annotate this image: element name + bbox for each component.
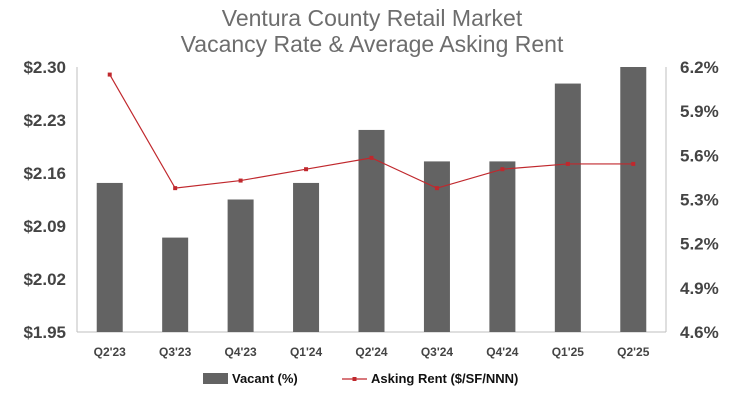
asking-rent-point (500, 167, 505, 172)
legend-label-asking-rent: Asking Rent ($/SF/NNN) (371, 371, 518, 386)
legend-label-vacant: Vacant (%) (232, 371, 298, 386)
bar (358, 129, 385, 332)
right-tick-label: 5.3% (680, 191, 719, 210)
left-tick-label: $2.23 (23, 111, 66, 130)
asking-rent-point (304, 167, 309, 172)
left-tick-label: $2.09 (23, 217, 66, 236)
asking-rent-point (173, 186, 178, 191)
bar (554, 83, 581, 332)
category-label: Q3'23 (159, 345, 192, 359)
asking-rent-point (238, 178, 243, 183)
chart-title-line-1: Ventura County Retail Market (221, 5, 523, 31)
bar (162, 237, 189, 332)
asking-rent-point (369, 155, 374, 160)
asking-rent-point (434, 186, 439, 191)
right-tick-label: 6.2% (680, 58, 719, 77)
legend-marker-asking-rent (352, 377, 357, 381)
left-tick-label: $1.95 (23, 323, 66, 342)
bar (489, 161, 516, 332)
category-label: Q1'24 (290, 345, 323, 359)
left-tick-label: $2.16 (23, 164, 66, 183)
right-tick-label: 5.2% (680, 235, 719, 254)
legend-swatch-vacant (203, 373, 228, 384)
right-tick-label: 5.6% (680, 146, 719, 165)
bar (293, 182, 320, 332)
chart-title-line-2: Vacancy Rate & Average Asking Rent (180, 31, 564, 57)
bar (96, 182, 123, 332)
left-tick-label: $2.30 (23, 58, 66, 77)
left-tick-label: $2.02 (23, 270, 66, 289)
asking-rent-point (631, 161, 636, 166)
category-label: Q1'25 (552, 345, 585, 359)
bar (620, 67, 647, 332)
category-label: Q4'24 (486, 345, 519, 359)
bar (227, 199, 254, 332)
right-tick-label: 4.9% (680, 279, 719, 298)
category-label: Q3'24 (421, 345, 454, 359)
right-tick-label: 4.6% (680, 323, 719, 342)
category-label: Q2'25 (617, 345, 650, 359)
category-label: Q2'24 (355, 345, 388, 359)
asking-rent-point (107, 72, 112, 77)
category-label: Q4'23 (225, 345, 258, 359)
asking-rent-point (565, 161, 570, 166)
category-label: Q2'23 (94, 345, 127, 359)
right-tick-label: 5.9% (680, 102, 719, 121)
